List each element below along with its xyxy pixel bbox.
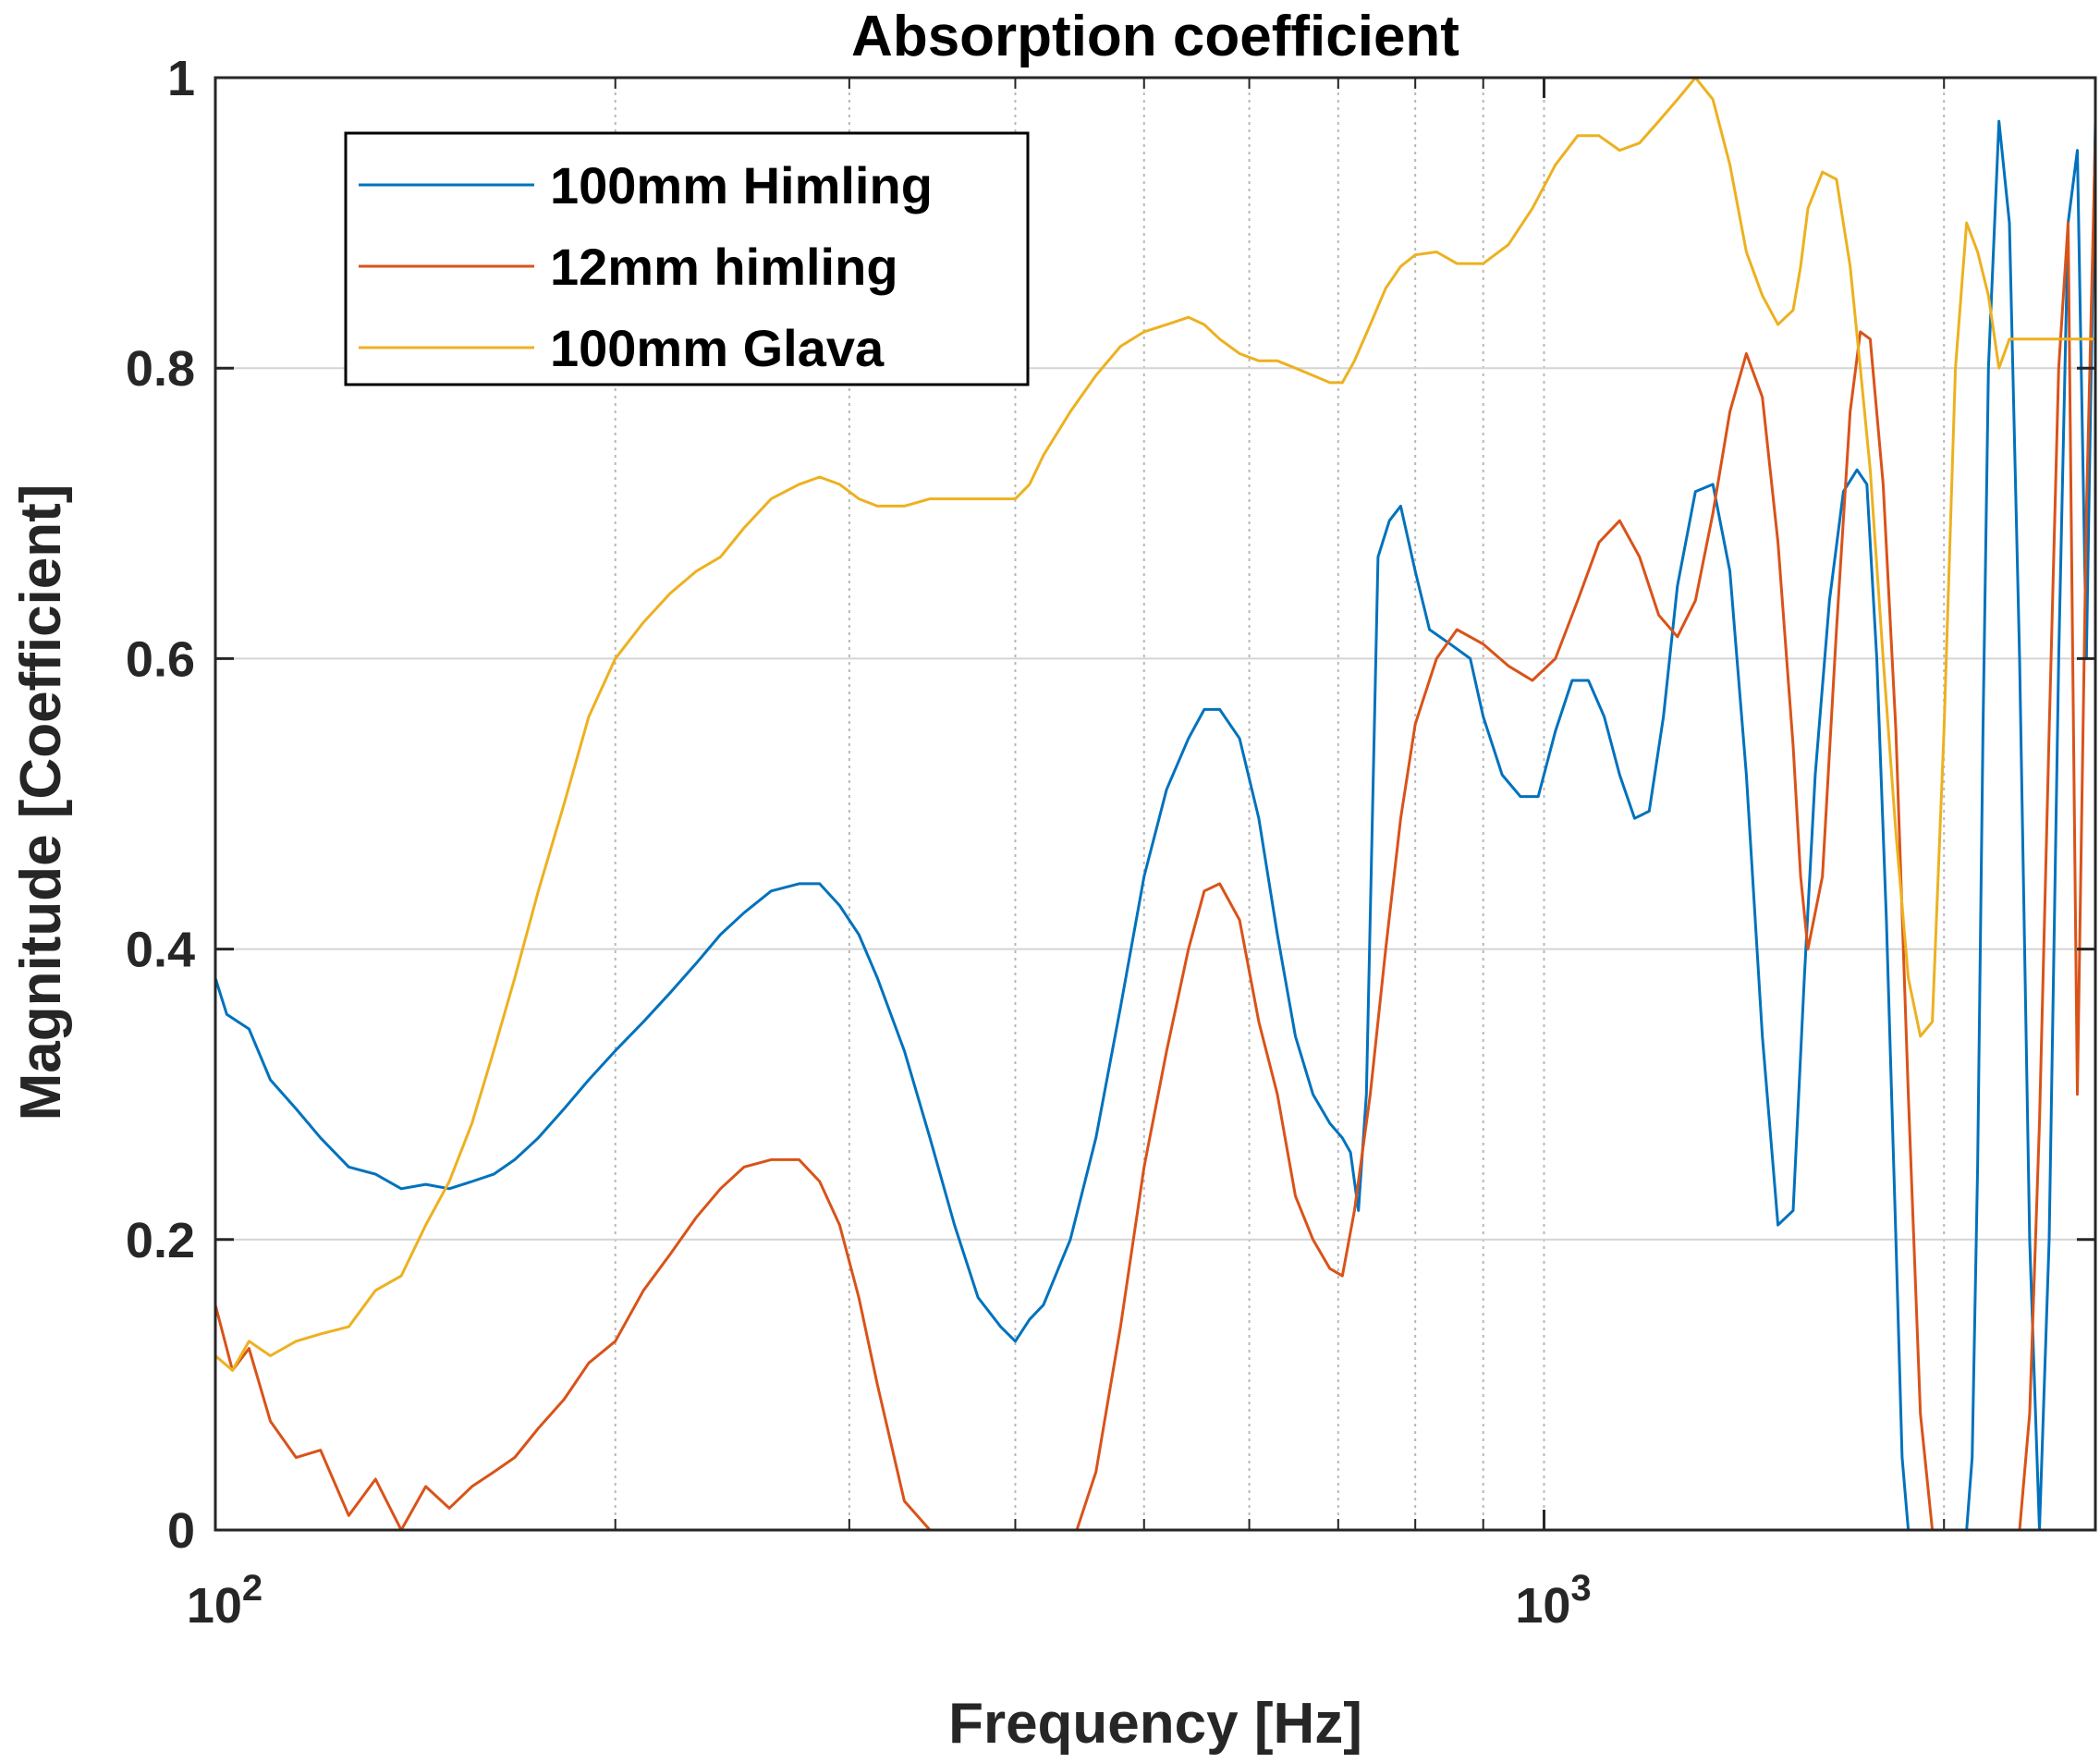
y-axis-label: Magnitude [Coefficient] [9, 484, 73, 1121]
series-line-3 [215, 78, 2095, 1372]
chart-title: Absorption coefficient [851, 5, 1459, 68]
y-tick-label: 0.6 [126, 631, 195, 687]
y-tick-label: 0.8 [126, 341, 195, 397]
series-line-1 [215, 119, 2095, 1530]
y-tick-label: 1 [167, 51, 195, 106]
x-axis-label: Frequency [Hz] [948, 1692, 1362, 1756]
series-layer [215, 78, 2095, 1530]
legend-label-3: 100mm Glava [550, 319, 885, 377]
legend-box [344, 131, 1030, 386]
x-tick-label: 102 [187, 1568, 262, 1634]
tick-labels: 0 0.2 0.4 0.6 0.8 1 102 103 [126, 51, 1592, 1634]
plot-frame [214, 76, 2097, 1532]
grid-lines [215, 78, 2095, 1530]
axis-ticks [214, 76, 2095, 1532]
y-tick-label: 0.2 [126, 1213, 195, 1268]
y-tick-label: 0.4 [126, 923, 195, 978]
legend-label-2: 12mm himling [550, 238, 898, 296]
x-tick-label: 103 [1515, 1568, 1591, 1634]
legend-label-1: 100mm Himling [550, 156, 933, 214]
series-line-2 [215, 135, 2095, 1530]
legend: 100mm Himling 12mm himling 100mm Glava [344, 131, 1030, 386]
y-tick-label: 0 [167, 1503, 195, 1559]
